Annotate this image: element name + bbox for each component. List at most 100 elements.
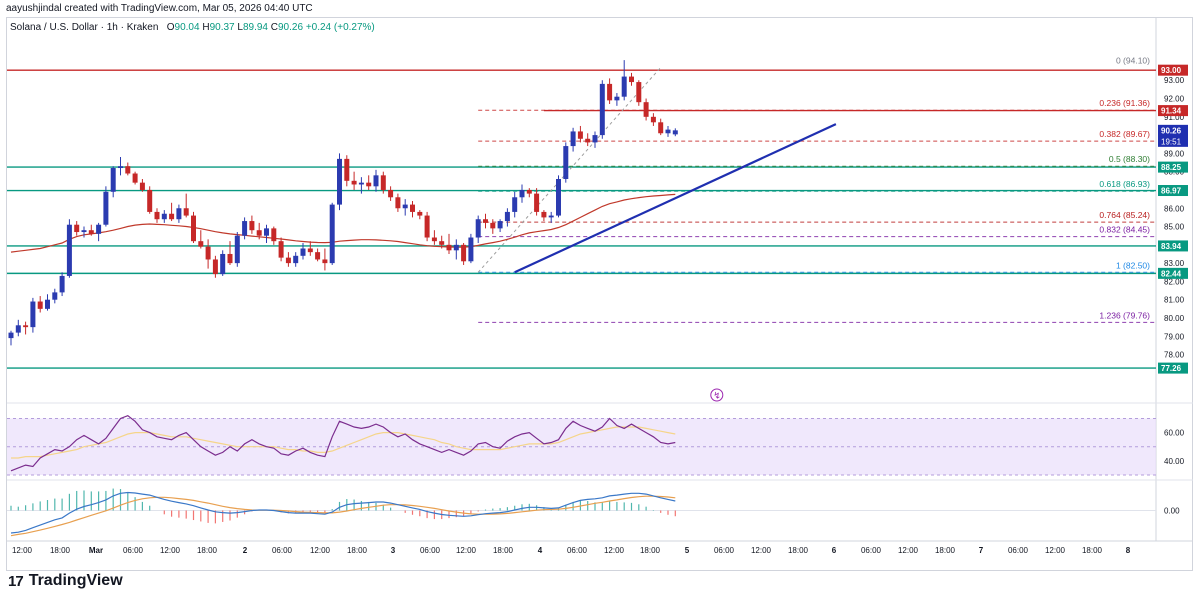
candle-down	[380, 175, 386, 190]
time-tick-label: 06:00	[567, 546, 588, 555]
price-label-box	[1158, 240, 1188, 252]
price-tick-label: 78.00	[1164, 351, 1185, 360]
fib-level-label: 0.832 (84.45)	[1099, 225, 1150, 235]
symbol-name[interactable]: Solana / U.S. Dollar · 1h · Kraken	[10, 22, 159, 33]
time-tick-label: 18:00	[1082, 546, 1103, 555]
time-tick-label: 6	[832, 546, 837, 555]
fib-level-label: 0.764 (85.24)	[1099, 210, 1150, 220]
macd-tick-label: 0.00	[1164, 507, 1180, 516]
time-tick-label: 12:00	[160, 546, 181, 555]
candle-up	[118, 166, 123, 169]
candle-down	[534, 193, 540, 212]
candle-up	[519, 189, 525, 198]
macd-line	[10, 491, 676, 534]
candle-up	[358, 182, 364, 185]
candle-down	[585, 138, 591, 143]
high-value: 90.37	[209, 22, 235, 33]
macd-signal-line	[10, 495, 676, 537]
candle-down	[483, 219, 488, 223]
candle-up	[672, 130, 678, 135]
time-tick-label: 12:00	[1045, 546, 1066, 555]
candle-down	[88, 230, 94, 234]
candle-down	[278, 241, 284, 258]
time-tick-label: 12:00	[604, 546, 625, 555]
candle-up	[475, 219, 481, 238]
price-tick-label: 92.00	[1164, 95, 1185, 104]
candle-down	[650, 116, 656, 123]
price-tick-label: 82.00	[1164, 277, 1185, 286]
candle-down	[37, 301, 43, 309]
candle-up	[30, 301, 36, 328]
fib-level-label: 1.236 (79.76)	[1099, 310, 1150, 320]
candle-up	[556, 178, 561, 216]
price-tick-label: 79.00	[1164, 332, 1185, 341]
tradingview-logo[interactable]: 17 TradingView	[8, 572, 123, 590]
fib-level-label: 0.618 (86.93)	[1099, 179, 1150, 189]
candle-down	[307, 248, 313, 253]
time-tick-label: 12:00	[456, 546, 477, 555]
price-tick-label: 91.00	[1164, 113, 1185, 122]
price-label-value: 88.25	[1161, 163, 1182, 172]
candle-up	[242, 221, 248, 236]
candle-up	[563, 146, 569, 179]
candle-down	[198, 241, 204, 247]
price-tick-label: 80.00	[1164, 314, 1185, 323]
price-tick-label: 85.00	[1164, 223, 1185, 232]
time-tick-label: 12:00	[898, 546, 919, 555]
time-tick-label: 06:00	[420, 546, 441, 555]
time-tick-label: 18:00	[50, 546, 71, 555]
candle-down	[417, 211, 423, 216]
time-tick-label: 06:00	[1008, 546, 1029, 555]
candle-up	[15, 325, 21, 333]
close-value: 90.26	[278, 22, 304, 33]
candle-down	[132, 173, 138, 183]
candle-down	[431, 237, 437, 242]
high-label: H	[202, 22, 210, 33]
rsi-tick-label: 60.00	[1164, 429, 1185, 438]
candle-down	[636, 82, 642, 103]
candle-up	[614, 96, 620, 101]
trend-line	[514, 123, 837, 274]
candle-up	[621, 76, 627, 97]
candle-down	[125, 166, 131, 174]
candle-up	[512, 197, 518, 212]
time-tick-label: 18:00	[935, 546, 956, 555]
candle-up	[453, 244, 459, 251]
candle-down	[607, 83, 613, 101]
price-tick-label: 81.00	[1164, 296, 1185, 305]
price-tick-label: 93.00	[1164, 76, 1185, 85]
price-label-value: 83.94	[1161, 242, 1182, 251]
candle-up	[293, 255, 299, 264]
time-tick-label: 3	[391, 546, 396, 555]
candle-up	[599, 83, 605, 136]
candle-down	[139, 182, 145, 190]
candle-up	[264, 228, 269, 236]
candle-down	[490, 222, 496, 229]
time-tick-label: 12:00	[751, 546, 772, 555]
candle-up	[220, 253, 226, 275]
candle-down	[212, 259, 218, 275]
tradingview-logo-text: TradingView	[28, 572, 123, 589]
time-tick-label: 12:00	[12, 546, 33, 555]
time-tick-label: 18:00	[640, 546, 661, 555]
candle-down	[658, 122, 664, 134]
candle-down	[344, 158, 350, 181]
candle-down	[74, 224, 80, 233]
price-label-box	[1158, 267, 1188, 279]
time-tick-label: 18:00	[347, 546, 368, 555]
candle-up	[176, 208, 182, 220]
price-label-box	[1158, 362, 1188, 374]
candle-down	[629, 76, 634, 83]
price-label-value: 90.26	[1161, 126, 1182, 135]
fib-level-label: 0.236 (91.36)	[1099, 98, 1150, 108]
candle-up	[570, 131, 576, 147]
candle-up	[548, 215, 554, 218]
candle-up	[52, 292, 58, 300]
candle-down	[23, 325, 29, 328]
candle-down	[147, 189, 153, 212]
time-tick-label: 06:00	[861, 546, 882, 555]
candle-down	[541, 211, 547, 218]
time-tick-label: 06:00	[272, 546, 293, 555]
candle-down	[439, 241, 445, 245]
